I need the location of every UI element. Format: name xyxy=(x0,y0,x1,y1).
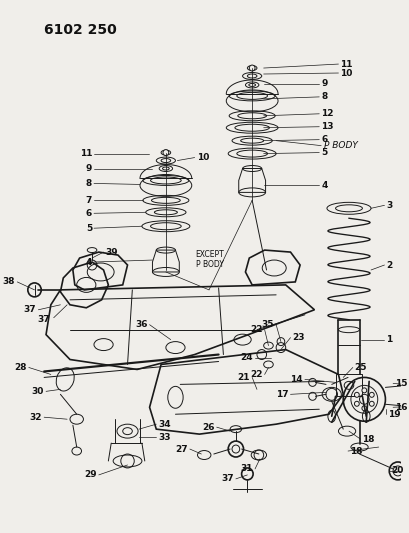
Text: 18: 18 xyxy=(362,434,374,443)
Text: 23: 23 xyxy=(292,333,304,342)
Text: 20: 20 xyxy=(390,466,402,475)
Text: 32: 32 xyxy=(29,413,42,422)
Text: 22: 22 xyxy=(249,370,262,379)
Text: 26: 26 xyxy=(202,423,214,432)
Text: 35: 35 xyxy=(261,320,274,329)
Text: 31: 31 xyxy=(240,464,252,473)
Text: 21: 21 xyxy=(237,373,249,382)
Circle shape xyxy=(369,401,373,406)
Text: 3: 3 xyxy=(385,201,392,210)
Text: 34: 34 xyxy=(158,419,171,429)
Circle shape xyxy=(163,150,169,156)
Text: 8: 8 xyxy=(320,92,327,101)
Text: 16: 16 xyxy=(394,403,407,412)
Circle shape xyxy=(361,406,366,411)
Text: 30: 30 xyxy=(31,387,44,396)
Text: 2: 2 xyxy=(385,261,392,270)
Text: 33: 33 xyxy=(158,433,170,442)
Circle shape xyxy=(369,392,373,397)
Text: EXCEPT
P BODY: EXCEPT P BODY xyxy=(195,250,224,270)
Text: 39: 39 xyxy=(105,247,118,256)
Text: 17: 17 xyxy=(275,390,288,399)
Text: P BODY: P BODY xyxy=(323,141,357,150)
Text: 15: 15 xyxy=(394,379,407,388)
Text: 5: 5 xyxy=(85,224,92,233)
Text: 4: 4 xyxy=(320,181,327,190)
Text: 7: 7 xyxy=(85,196,92,205)
Text: 8: 8 xyxy=(85,179,92,188)
Text: 24: 24 xyxy=(240,353,252,362)
Text: 6: 6 xyxy=(85,209,92,218)
Text: 29: 29 xyxy=(84,471,97,479)
Text: 37: 37 xyxy=(37,315,50,324)
Text: 19: 19 xyxy=(387,410,400,419)
Text: 38: 38 xyxy=(3,277,15,286)
Text: 25: 25 xyxy=(354,363,366,372)
Text: 11: 11 xyxy=(339,60,352,69)
Text: 6: 6 xyxy=(320,135,327,144)
Text: 1: 1 xyxy=(385,335,392,344)
Text: 11: 11 xyxy=(79,149,92,158)
Circle shape xyxy=(354,401,358,406)
Text: 36: 36 xyxy=(135,320,147,329)
Text: 4: 4 xyxy=(85,257,92,266)
Text: 5: 5 xyxy=(320,148,327,157)
Text: 18: 18 xyxy=(349,447,362,456)
Text: 12: 12 xyxy=(320,109,333,118)
Text: 10: 10 xyxy=(196,153,209,162)
Text: 10: 10 xyxy=(339,69,352,77)
Text: 14: 14 xyxy=(290,375,302,384)
Circle shape xyxy=(249,65,254,71)
Text: 27: 27 xyxy=(175,445,187,454)
Circle shape xyxy=(361,388,366,393)
Text: 37: 37 xyxy=(24,305,36,314)
Text: 22: 22 xyxy=(249,325,262,334)
Text: 37: 37 xyxy=(221,474,234,483)
Text: 9: 9 xyxy=(320,79,327,88)
Text: 6102 250: 6102 250 xyxy=(44,23,117,37)
Text: 9: 9 xyxy=(85,164,92,173)
Text: 28: 28 xyxy=(14,363,27,372)
Circle shape xyxy=(354,392,358,397)
Text: 13: 13 xyxy=(320,122,333,131)
